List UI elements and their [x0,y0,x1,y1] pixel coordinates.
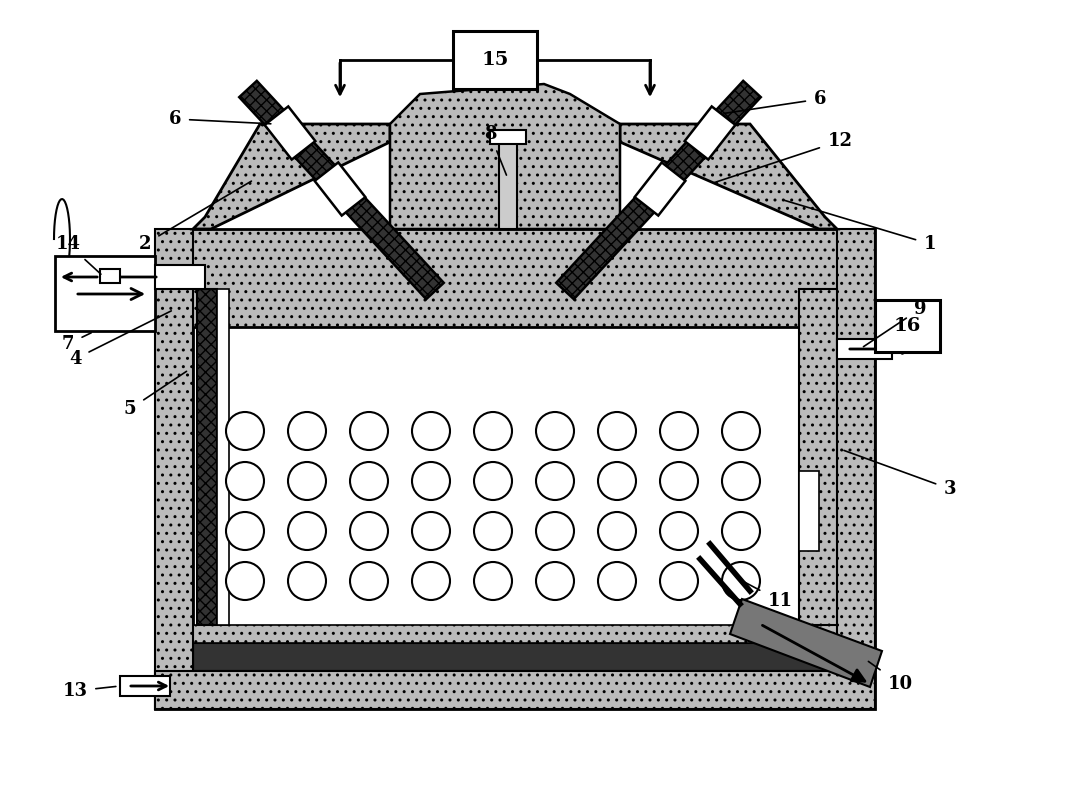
Circle shape [536,562,574,600]
Text: 6: 6 [169,110,271,128]
Circle shape [660,562,698,600]
Bar [837,229,874,709]
Circle shape [722,562,760,600]
Bar [155,229,874,709]
Circle shape [598,562,636,600]
Text: 14: 14 [56,235,101,274]
Circle shape [536,462,574,500]
Circle shape [660,512,698,550]
Circle shape [474,562,512,600]
Polygon shape [315,162,366,216]
Circle shape [412,412,450,450]
Polygon shape [635,162,685,216]
Bar [490,130,526,144]
Bar [100,269,120,283]
Bar [217,289,229,625]
Circle shape [287,512,326,550]
Circle shape [350,512,388,550]
Circle shape [350,462,388,500]
Bar [155,265,205,289]
Bar [799,289,837,625]
Bar [197,289,217,625]
Circle shape [227,462,264,500]
Polygon shape [240,81,444,299]
Polygon shape [685,106,735,160]
Text: 6: 6 [724,90,827,113]
Polygon shape [620,124,837,229]
Bar [837,339,892,359]
Circle shape [722,462,760,500]
Circle shape [227,562,264,600]
Bar [193,643,837,671]
Circle shape [287,412,326,450]
Bar [193,625,837,643]
Bar [874,300,940,352]
Circle shape [474,462,512,500]
Text: 16: 16 [893,317,920,335]
Circle shape [350,412,388,450]
Circle shape [287,462,326,500]
Text: 9: 9 [864,300,927,347]
Text: 4: 4 [69,311,171,368]
Circle shape [227,412,264,450]
Text: 11: 11 [738,579,793,610]
Text: 2: 2 [138,181,252,253]
Polygon shape [265,106,316,160]
Circle shape [598,462,636,500]
Circle shape [722,412,760,450]
Text: 3: 3 [844,451,956,498]
Text: 1: 1 [784,201,937,253]
Circle shape [536,412,574,450]
Circle shape [474,412,512,450]
Polygon shape [556,81,761,299]
Text: 5: 5 [124,372,186,418]
Bar [155,229,193,709]
Text: 13: 13 [62,682,115,700]
Text: 12: 12 [714,132,853,183]
Bar [56,256,155,331]
Text: 8: 8 [484,125,506,175]
Circle shape [660,462,698,500]
Bar [155,671,874,709]
Polygon shape [730,599,882,687]
Circle shape [412,462,450,500]
Bar [193,327,837,671]
Circle shape [412,512,450,550]
Circle shape [660,412,698,450]
Circle shape [598,412,636,450]
Circle shape [474,512,512,550]
Bar [799,471,819,551]
Text: 7: 7 [62,333,91,353]
Bar [453,31,537,89]
Circle shape [227,512,264,550]
Circle shape [598,512,636,550]
Circle shape [350,562,388,600]
Circle shape [536,512,574,550]
Circle shape [287,562,326,600]
Text: 10: 10 [868,662,913,693]
Circle shape [722,512,760,550]
Text: 15: 15 [481,51,509,69]
Circle shape [412,562,450,600]
Bar [499,139,517,229]
Polygon shape [193,124,390,229]
Polygon shape [390,84,620,229]
Bar [120,676,170,696]
